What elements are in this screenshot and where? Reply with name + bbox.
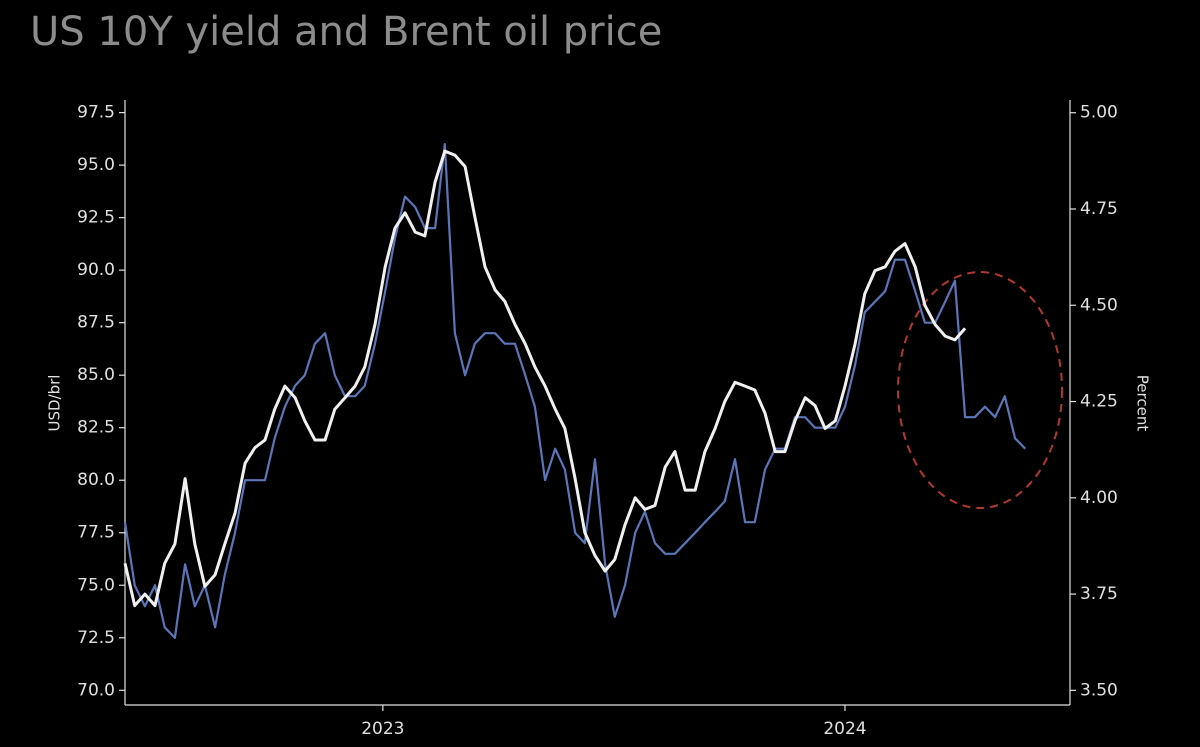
y-tick-label: 70.0: [77, 680, 115, 700]
y2-axis-label: Percent: [1134, 375, 1152, 432]
y-tick-label: 82.5: [77, 418, 115, 438]
y-tick-label: 72.5: [77, 628, 115, 648]
y-tick-label: 77.5: [77, 523, 115, 543]
y2-tick-label: 4.00: [1080, 488, 1118, 508]
y-axis-label: USD/brl: [46, 375, 64, 432]
y2-tick-label: 4.50: [1080, 295, 1118, 315]
y-tick-label: 97.5: [77, 103, 115, 123]
y-tick-label: 85.0: [77, 365, 115, 385]
y-tick-label: 75.0: [77, 575, 115, 595]
y-tick-label: 87.5: [77, 313, 115, 333]
line-series: [123, 149, 967, 608]
y2-tick-label: 3.75: [1080, 584, 1118, 604]
x-tick-label: 2023: [361, 719, 404, 739]
y2-tick-label: 5.00: [1080, 103, 1118, 123]
y2-tick-label: 4.25: [1080, 392, 1118, 412]
x-tick-label: 2024: [823, 719, 866, 739]
y2-tick-label: 3.50: [1080, 680, 1118, 700]
y-tick-label: 90.0: [77, 260, 115, 280]
highlight-ellipse: [897, 271, 1063, 509]
chart-title: US 10Y yield and Brent oil price: [30, 9, 662, 55]
y-tick-label: 80.0: [77, 470, 115, 490]
y-tick-label: 95.0: [77, 155, 115, 175]
line-series: [123, 143, 1026, 639]
y-tick-label: 92.5: [77, 208, 115, 228]
y2-tick-label: 4.75: [1080, 199, 1118, 219]
